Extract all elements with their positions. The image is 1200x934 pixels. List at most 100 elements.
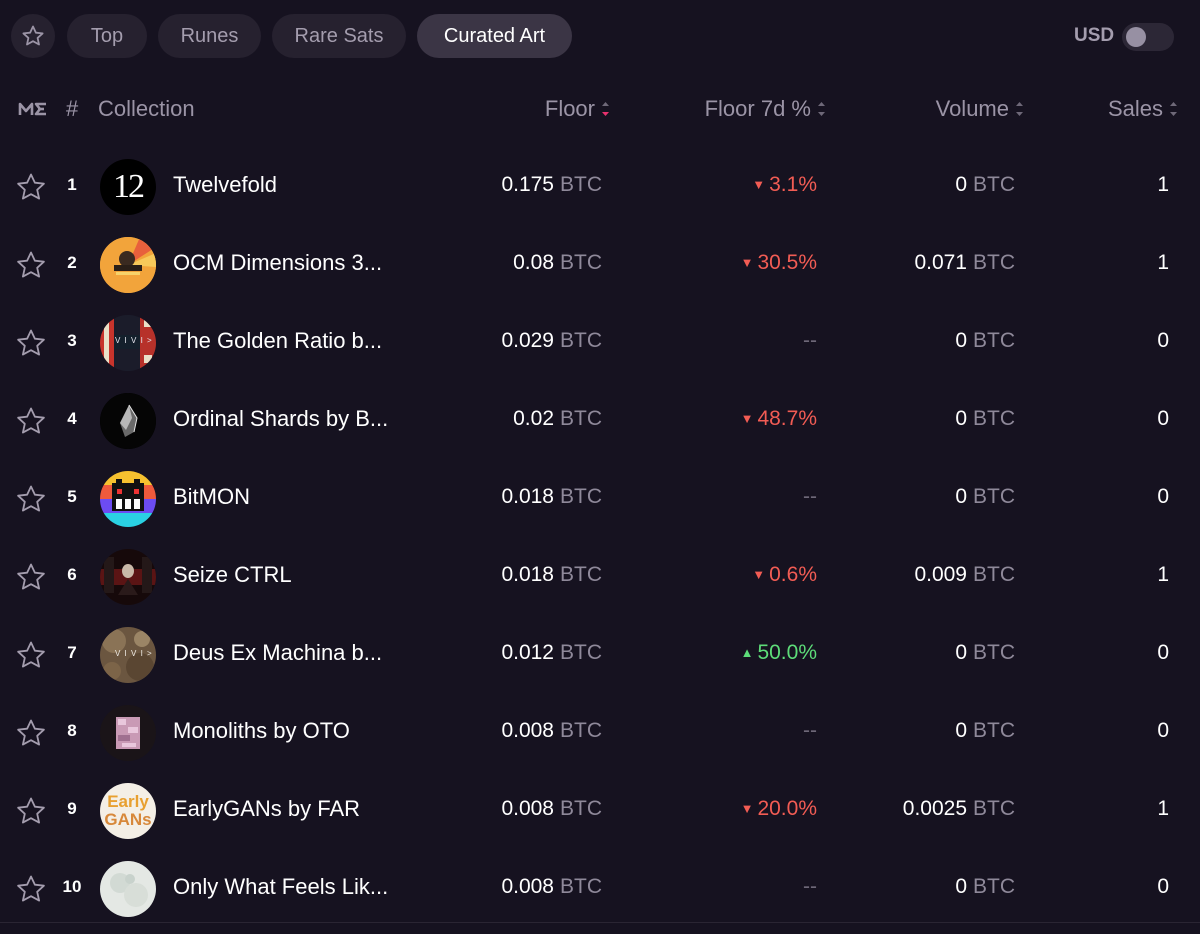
tab-rare-sats[interactable]: Rare Sats — [272, 14, 406, 58]
collection-name[interactable]: Seize CTRL — [173, 562, 292, 587]
volume-value: 0 — [955, 719, 967, 742]
column-sales[interactable]: Sales — [1108, 96, 1178, 122]
table-row[interactable]: 8 Monoliths by OTO 0.008 BTC -- 0 BTC 0 — [0, 694, 1200, 772]
volume-unit: BTC — [973, 719, 1015, 742]
collection-avatar — [100, 471, 156, 527]
volume-value: 0.071 — [914, 251, 967, 274]
floor-change: -- — [803, 875, 817, 899]
collection-name[interactable]: Twelvefold — [173, 172, 277, 197]
floor-value: 0.018 — [501, 563, 554, 586]
volume: 0.0025 BTC — [903, 797, 1015, 821]
tab-top[interactable]: Top — [67, 14, 147, 58]
star-outline-icon[interactable] — [15, 249, 47, 281]
table-row[interactable]: 2 OCM Dimensions 3... 0.08 BTC ▼ 30.5% 0.0… — [0, 226, 1200, 304]
collection-avatar — [100, 705, 156, 761]
volume: 0 BTC — [955, 173, 1015, 197]
floor-change: ▼ 0.6% — [752, 563, 817, 587]
table-row[interactable]: 1 12 Twelvefold 0.175 BTC ▼ 3.1% 0 BTC 1 — [0, 148, 1200, 226]
volume: 0 BTC — [955, 641, 1015, 665]
floor-value: 0.008 — [501, 875, 554, 898]
floor-price: 0.008 BTC — [501, 719, 602, 743]
collection-name[interactable]: BitMON — [173, 484, 250, 509]
floor-value: 0.08 — [513, 251, 554, 274]
collection-avatar — [100, 861, 156, 917]
avatar-logo-text: Early — [107, 792, 149, 811]
floor-change-value: -- — [803, 329, 817, 352]
table-row[interactable]: 5 BitMON 0.018 BTC -- 0 BTC 0 — [0, 460, 1200, 538]
star-outline-icon[interactable] — [15, 795, 47, 827]
floor-value: 0.012 — [501, 641, 554, 664]
rank: 1 — [67, 175, 77, 194]
table-row[interactable]: 9 Early GANs EarlyGANs by FAR 0.008 BTC ▼… — [0, 772, 1200, 850]
triangle-down-icon: ▼ — [740, 411, 754, 426]
floor-change-value: 3.1% — [769, 173, 817, 196]
floor-price: 0.02 BTC — [513, 407, 602, 431]
avatar-logo-text: V I V I > — [115, 649, 153, 658]
volume-unit: BTC — [973, 797, 1015, 820]
rank: 6 — [67, 565, 77, 584]
sales-count: 0 — [1157, 719, 1169, 742]
column-floor[interactable]: Floor — [545, 96, 610, 122]
floor-change: ▼ 3.1% — [752, 173, 817, 197]
triangle-down-icon: ▼ — [752, 177, 766, 192]
floor-change-value: -- — [803, 485, 817, 508]
volume-value: 0 — [955, 407, 967, 430]
collection-name[interactable]: The Golden Ratio b... — [173, 328, 383, 353]
rank: 3 — [67, 331, 77, 350]
volume: 0.071 BTC — [914, 251, 1015, 275]
star-outline-icon[interactable] — [15, 327, 47, 359]
table-header: # Collection Floor Floor 7d % Volume Sal… — [0, 82, 1200, 136]
floor-price: 0.018 BTC — [501, 563, 602, 587]
column-volume[interactable]: Volume — [936, 96, 1024, 122]
volume-value: 0 — [955, 485, 967, 508]
column-floor-7d-label: Floor 7d % — [704, 96, 811, 121]
volume-unit: BTC — [973, 251, 1015, 274]
collection-name[interactable]: Only What Feels Lik... — [173, 874, 389, 899]
floor-unit: BTC — [560, 719, 602, 742]
column-floor-7d[interactable]: Floor 7d % — [705, 96, 826, 122]
star-outline-icon[interactable] — [15, 483, 47, 515]
star-outline-icon[interactable] — [15, 561, 47, 593]
sales-count: 1 — [1157, 797, 1169, 820]
table-row[interactable]: 3 V I V I > The Golden Ratio b... 0.029 B… — [0, 304, 1200, 382]
table-row[interactable]: 4 Ordinal Shards by B... 0.02 BTC ▼ 48.7% … — [0, 382, 1200, 460]
star-outline-icon[interactable] — [15, 171, 47, 203]
floor-unit: BTC — [560, 875, 602, 898]
star-outline-icon — [22, 25, 44, 46]
collection-name[interactable]: EarlyGANs by FAR — [173, 796, 361, 821]
currency-toggle-label: USD — [1074, 25, 1115, 46]
floor-unit: BTC — [560, 641, 602, 664]
star-outline-icon[interactable] — [15, 717, 47, 749]
tab-curated-art[interactable]: Curated Art — [417, 14, 572, 58]
sales-count: 1 — [1157, 251, 1169, 274]
sales-count: 0 — [1157, 641, 1169, 664]
floor-unit: BTC — [560, 407, 602, 430]
floor-value: 0.008 — [501, 719, 554, 742]
sales-count: 1 — [1157, 563, 1169, 586]
sort-icon — [818, 102, 825, 117]
sales-count: 0 — [1157, 407, 1169, 430]
floor-change-value: -- — [803, 719, 817, 742]
floor-change: ▼ 30.5% — [741, 251, 817, 275]
collection-name[interactable]: OCM Dimensions 3... — [173, 250, 383, 275]
star-outline-icon[interactable] — [15, 873, 47, 905]
table-row[interactable]: 7 V I V I > Deus Ex Machina b... 0.012 BT… — [0, 616, 1200, 694]
star-outline-icon[interactable] — [15, 405, 47, 437]
favorites-filter-button[interactable] — [11, 14, 55, 58]
star-outline-icon[interactable] — [15, 639, 47, 671]
rank: 4 — [67, 409, 77, 428]
collection-name[interactable]: Monoliths by OTO — [173, 718, 350, 743]
collection-avatar — [100, 393, 156, 449]
collection-name[interactable]: Ordinal Shards by B... — [173, 406, 389, 431]
magic-eden-logo-icon — [18, 102, 46, 116]
volume-value: 0 — [955, 173, 967, 196]
table-row[interactable]: 6 Seize CTRL 0.018 BTC ▼ 0.6% 0.009 BTC 1 — [0, 538, 1200, 616]
avatar-artwork — [100, 471, 156, 527]
column-floor-label: Floor — [544, 96, 595, 121]
volume-unit: BTC — [973, 563, 1015, 586]
tab-runes[interactable]: Runes — [158, 14, 261, 58]
currency-toggle[interactable] — [1122, 23, 1174, 51]
collection-name[interactable]: Deus Ex Machina b... — [173, 640, 383, 665]
triangle-down-icon: ▼ — [740, 255, 754, 270]
